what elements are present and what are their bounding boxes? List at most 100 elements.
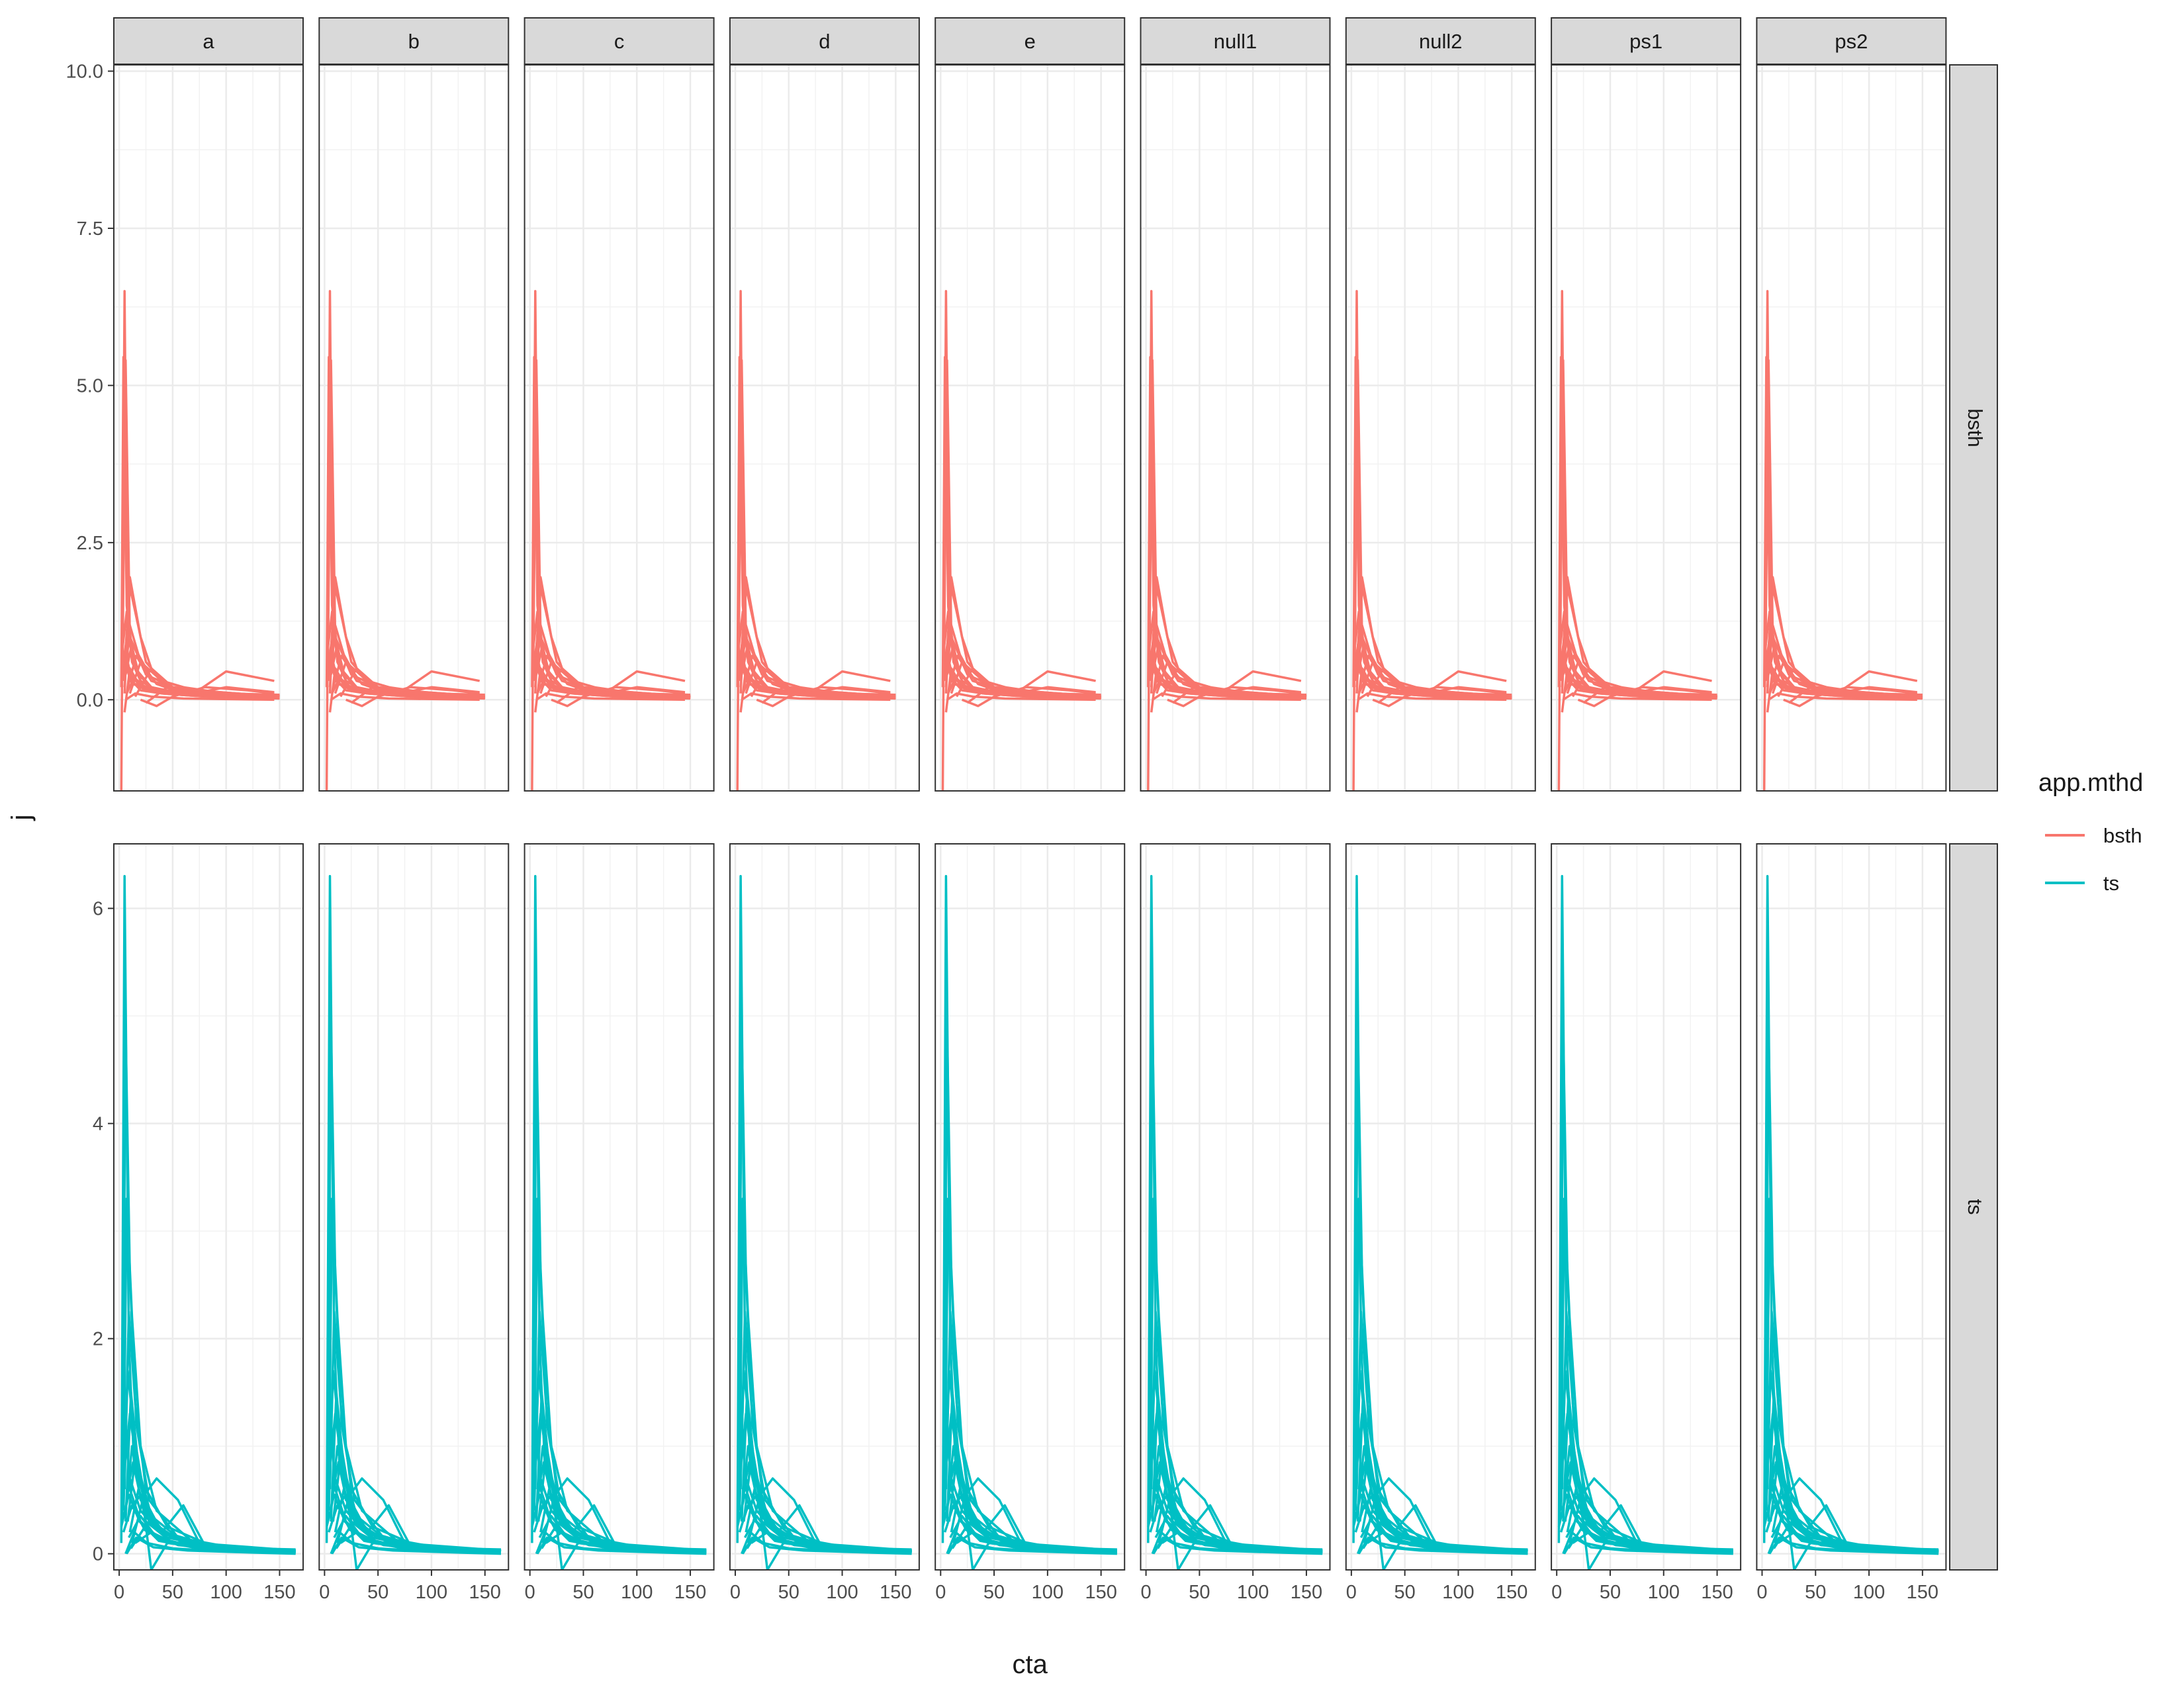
series-line-bsth-18: [124, 692, 275, 702]
x-tick-label: 100: [826, 1582, 858, 1603]
facet-strip-null1: [1140, 17, 1331, 65]
y-axis-title: j: [7, 815, 36, 821]
panel-b-ts: [318, 843, 510, 1571]
series-line-ts-20: [325, 1493, 502, 1553]
x-tick-label: 0: [1551, 1582, 1562, 1603]
facet-strip-label-e: e: [1024, 30, 1036, 53]
facet-strip-label-null1: null1: [1214, 30, 1257, 53]
series-bsth: [1557, 290, 1717, 791]
panel-background: [1345, 844, 1535, 1570]
series-bsth: [120, 290, 280, 791]
x-tick-label: 150: [880, 1582, 911, 1603]
x-tick-label: 50: [778, 1582, 799, 1603]
series-line-bsth-18: [1768, 692, 1917, 702]
series-line-bsth-18: [1357, 692, 1507, 702]
series-line-ts-21: [1156, 1493, 1323, 1553]
series-line-ts-20: [941, 1493, 1117, 1553]
series-line-ts-20: [120, 1493, 296, 1553]
series-bsth: [736, 290, 896, 791]
x-tick-label: 150: [1291, 1582, 1322, 1603]
panel-null2-bsth: [1345, 64, 1536, 792]
x-tick-label: 150: [674, 1582, 706, 1603]
x-tick-label: 50: [367, 1582, 388, 1603]
series-line-bsth-18: [741, 692, 891, 702]
series-line-bsth-18: [1562, 692, 1712, 702]
facet-strip-label-b: b: [408, 30, 420, 53]
series-line-bsth-21: [125, 676, 275, 700]
series-bsth: [325, 290, 485, 791]
series-ts: [531, 875, 707, 1570]
series-line-ts-20: [736, 1493, 912, 1553]
x-tick-label: 100: [1032, 1582, 1064, 1603]
series-line-ts-20: [531, 1493, 707, 1553]
panel-ps2-ts: [1756, 843, 1947, 1571]
series-line-ts-21: [745, 1493, 912, 1553]
panel-background: [1551, 844, 1741, 1570]
panel-a-bsth: [113, 64, 304, 792]
x-tick-label: 50: [983, 1582, 1005, 1603]
x-tick-label: 0: [319, 1582, 330, 1603]
legend-title: app.mthd: [2038, 769, 2143, 797]
x-tick-label: 50: [572, 1582, 594, 1603]
series-line-ts-21: [1772, 1493, 1939, 1553]
panel-border: [1756, 64, 1947, 792]
facet-row-strip-bsth: [1949, 64, 1998, 792]
panel-background: [319, 844, 509, 1570]
x-tick-label: 100: [210, 1582, 242, 1603]
facet-row-strip-label-ts: ts: [1964, 1199, 1987, 1214]
x-tick-label: 50: [1600, 1582, 1621, 1603]
series-line-ts-21: [1566, 1493, 1733, 1553]
panel-border: [729, 64, 920, 792]
panel-border: [1756, 843, 1947, 1571]
panel-border: [523, 64, 715, 792]
y-tick-label-bsth: 7.5: [77, 218, 103, 240]
panel-border: [1551, 843, 1742, 1571]
x-tick-label: 0: [1346, 1582, 1357, 1603]
series-line-ts-18: [1152, 1536, 1323, 1555]
x-tick-label: 100: [1853, 1582, 1885, 1603]
y-tick-label-bsth: 10.0: [66, 61, 103, 82]
x-tick-label: 150: [1085, 1582, 1116, 1603]
x-tick-label: 0: [525, 1582, 535, 1603]
legend: app.mthd bsth ts: [2038, 769, 2143, 895]
panel-d-bsth: [729, 64, 920, 792]
series-ts: [120, 875, 296, 1570]
series-line-ts-21: [1361, 1493, 1528, 1553]
panel-c-bsth: [523, 64, 715, 792]
panel-a-ts: [113, 843, 304, 1571]
panel-ps1-bsth: [1551, 64, 1742, 792]
series-line-ts-18: [1768, 1536, 1939, 1555]
series-line-bsth-18: [535, 692, 686, 702]
panel-null1-bsth: [1140, 64, 1331, 792]
y-tick-label-bsth: 0.0: [77, 690, 103, 711]
panel-background: [729, 844, 919, 1570]
x-tick-label: 0: [114, 1582, 124, 1603]
panel-ps1-ts: [1551, 843, 1742, 1571]
x-tick-label: 100: [621, 1582, 653, 1603]
series-ts: [736, 875, 912, 1570]
series-bsth: [1762, 290, 1923, 791]
facet-strip-c: [523, 17, 715, 65]
facet-strip-a: [113, 17, 304, 65]
panel-border: [318, 843, 510, 1571]
y-tick-label-ts: 0: [93, 1544, 103, 1565]
facet-row-strip-label-bsth: bsth: [1964, 408, 1987, 447]
legend-label-bsth: bsth: [2103, 824, 2142, 847]
panel-border: [318, 64, 510, 792]
x-tick-label: 50: [162, 1582, 183, 1603]
y-tick-label-ts: 2: [93, 1329, 103, 1350]
panel-null1-ts: [1140, 843, 1331, 1571]
facet-strip-label-ps1: ps1: [1629, 30, 1662, 53]
facet-strip-label-a: a: [203, 30, 214, 53]
facet-strip-d: [729, 17, 920, 65]
series-bsth: [941, 290, 1101, 791]
y-tick-label-bsth: 5.0: [77, 375, 103, 396]
series-line-ts-21: [128, 1493, 296, 1553]
series-line-ts-21: [950, 1493, 1117, 1553]
x-tick-label: 150: [263, 1582, 295, 1603]
series-line-bsth-18: [1152, 692, 1301, 702]
series-ts: [1147, 875, 1323, 1570]
series-line-ts-18: [947, 1536, 1117, 1555]
panel-background: [114, 844, 303, 1570]
